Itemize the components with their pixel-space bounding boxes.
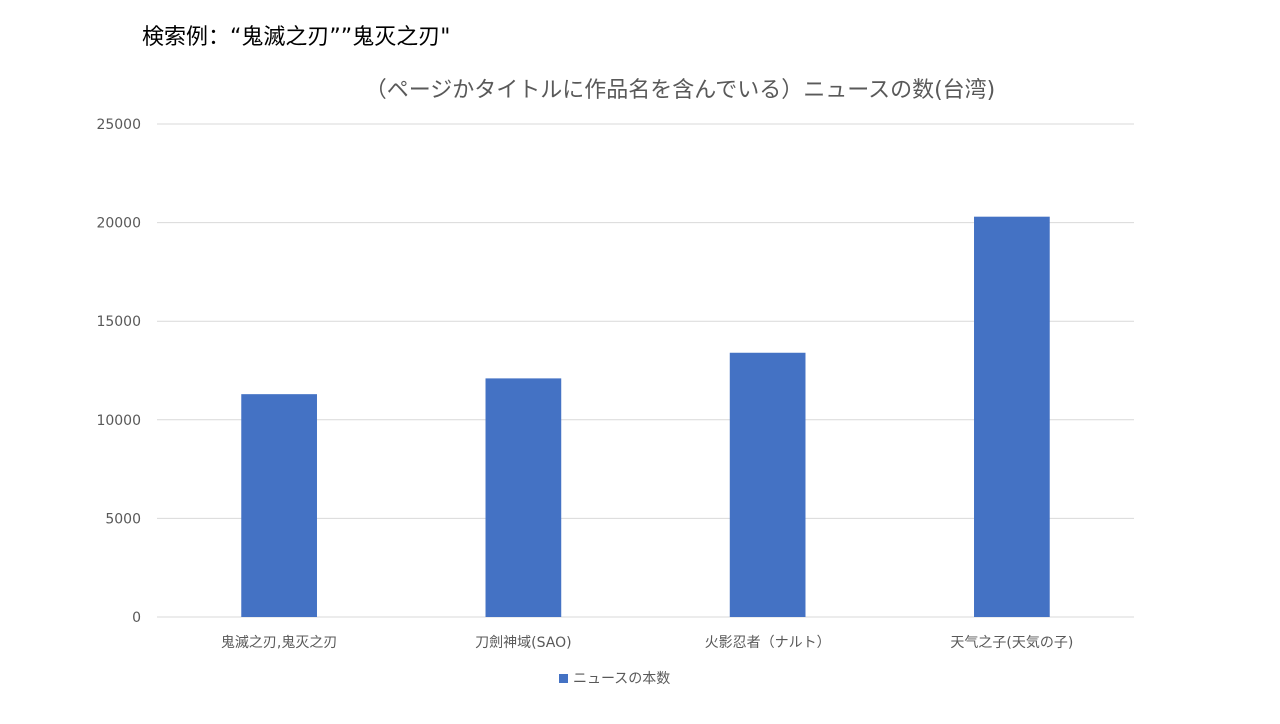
- x-tick-label: 刀劍神域(SAO): [475, 634, 571, 651]
- x-tick-label: 鬼滅之刃,鬼灭之刃: [221, 635, 337, 651]
- x-tick-label: 火影忍者（ナルト）: [705, 635, 831, 651]
- x-tick-label: 天气之子(天気の子): [950, 635, 1073, 651]
- legend-label: ニュースの本数: [573, 671, 670, 687]
- y-tick-label: 15000: [96, 314, 141, 330]
- search-example-caption: 検索例：“鬼滅之刃””鬼灭之刃": [142, 25, 451, 50]
- y-tick-label: 10000: [96, 413, 141, 429]
- bar: [974, 216, 1050, 617]
- bars: [241, 216, 1050, 617]
- gridlines: [157, 123, 1134, 618]
- y-axis-tick-labels: 0 5000 10000 15000 20000 25000: [96, 117, 141, 626]
- y-tick-label: 0: [132, 610, 141, 626]
- chart-title: （ページかタイトルに作品名を含んでいる）ニュースの数(台湾): [365, 78, 996, 103]
- bar: [485, 378, 562, 617]
- y-tick-label: 5000: [105, 511, 141, 527]
- y-tick-label: 20000: [96, 216, 141, 232]
- legend: ニュースの本数: [559, 671, 670, 687]
- y-tick-label: 25000: [96, 117, 141, 133]
- x-axis-category-labels: 鬼滅之刃,鬼灭之刃 刀劍神域(SAO) 火影忍者（ナルト） 天气之子(天気の子): [221, 634, 1073, 651]
- legend-swatch: [559, 674, 568, 683]
- bar: [729, 352, 806, 617]
- bar: [241, 394, 317, 617]
